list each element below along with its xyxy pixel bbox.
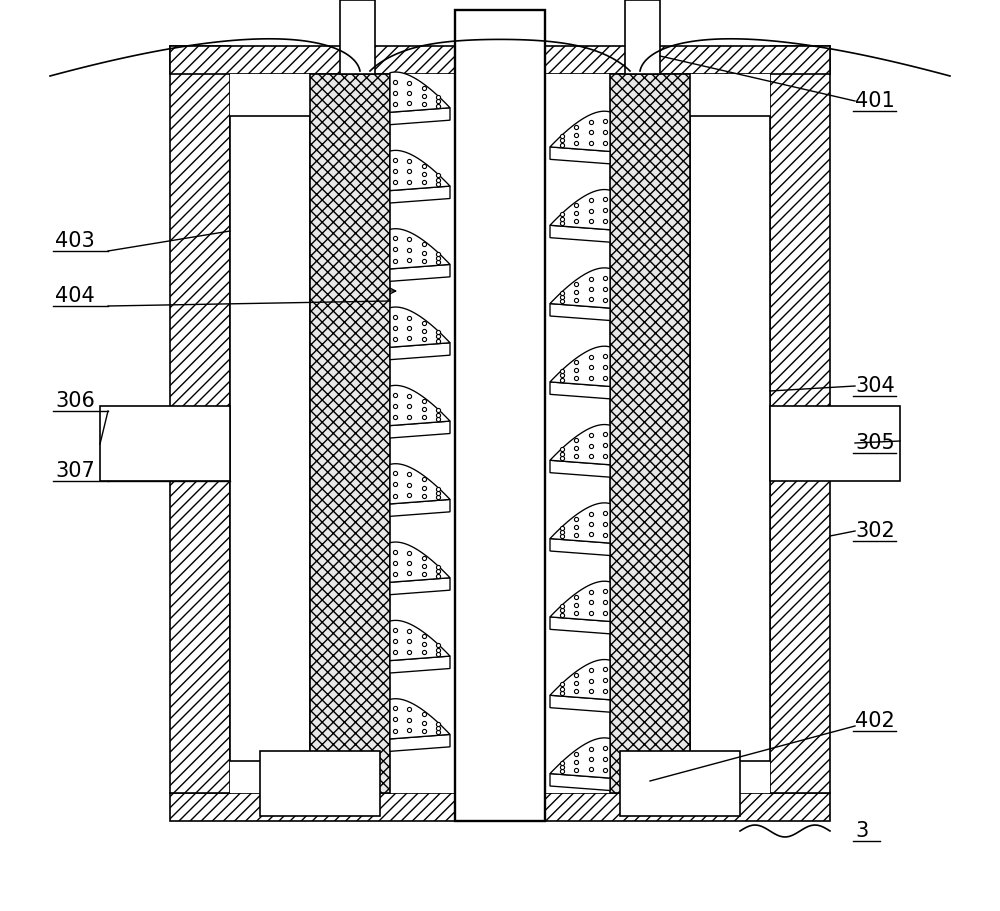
- Polygon shape: [550, 695, 610, 712]
- Polygon shape: [390, 264, 450, 281]
- Bar: [455, 10, 545, 821]
- Text: 304: 304: [855, 376, 895, 396]
- Polygon shape: [550, 303, 610, 321]
- Bar: [170, 793, 830, 821]
- Text: 401: 401: [855, 91, 895, 111]
- Polygon shape: [390, 464, 450, 504]
- Polygon shape: [550, 660, 610, 700]
- Polygon shape: [390, 229, 450, 269]
- Bar: [230, 74, 770, 793]
- Polygon shape: [550, 617, 610, 634]
- Polygon shape: [390, 699, 450, 739]
- Polygon shape: [390, 72, 450, 112]
- Bar: [625, 0, 660, 74]
- Text: 403: 403: [55, 231, 95, 251]
- Polygon shape: [390, 656, 450, 673]
- Polygon shape: [550, 538, 610, 556]
- Polygon shape: [550, 382, 610, 399]
- Polygon shape: [390, 578, 450, 595]
- Polygon shape: [550, 425, 610, 465]
- Polygon shape: [390, 385, 450, 425]
- Polygon shape: [390, 421, 450, 438]
- Polygon shape: [390, 107, 450, 125]
- Bar: [610, 74, 690, 793]
- Bar: [770, 46, 830, 793]
- Bar: [690, 116, 770, 761]
- Bar: [340, 0, 375, 74]
- Bar: [100, 406, 230, 481]
- Bar: [260, 751, 380, 816]
- Polygon shape: [550, 225, 610, 242]
- Text: 307: 307: [55, 461, 95, 481]
- Text: 302: 302: [855, 521, 895, 541]
- Text: 404: 404: [55, 286, 95, 306]
- Text: 306: 306: [55, 391, 95, 411]
- Polygon shape: [550, 147, 610, 164]
- Polygon shape: [390, 620, 450, 660]
- Polygon shape: [550, 773, 610, 791]
- Text: 402: 402: [855, 711, 895, 731]
- Bar: [170, 46, 830, 74]
- Bar: [170, 46, 230, 793]
- Polygon shape: [550, 111, 610, 151]
- Polygon shape: [390, 499, 450, 517]
- Polygon shape: [390, 307, 450, 347]
- Polygon shape: [390, 186, 450, 203]
- Text: 305: 305: [855, 433, 895, 453]
- Polygon shape: [550, 268, 610, 308]
- Polygon shape: [550, 189, 610, 230]
- Polygon shape: [390, 542, 450, 582]
- Polygon shape: [550, 460, 610, 477]
- Polygon shape: [550, 738, 610, 778]
- Bar: [770, 406, 900, 481]
- Polygon shape: [390, 150, 450, 190]
- Polygon shape: [390, 734, 450, 752]
- Bar: [230, 116, 310, 761]
- Text: 3: 3: [855, 821, 868, 841]
- Polygon shape: [550, 503, 610, 543]
- Polygon shape: [550, 581, 610, 621]
- Polygon shape: [550, 346, 610, 386]
- Polygon shape: [390, 343, 450, 360]
- Bar: [620, 751, 740, 816]
- Bar: [310, 74, 390, 793]
